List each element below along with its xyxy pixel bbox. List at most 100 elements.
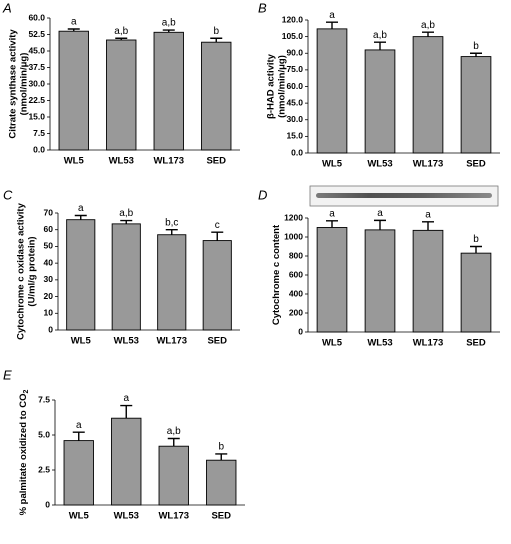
y-axis-label-line: Cytochrome c content <box>271 224 282 325</box>
bar <box>364 229 396 333</box>
bar <box>316 227 348 333</box>
y-tick-label: 5.0 <box>38 429 50 439</box>
significance-letter: a <box>71 17 77 28</box>
y-axis-label-line: Citrate synthase activity <box>7 29 18 139</box>
x-tick-label: WL53 <box>114 336 139 347</box>
x-tick-label: WL5 <box>322 338 343 349</box>
bar <box>412 36 444 154</box>
y-axis-label: Citrate synthase activity(nmol/min/μg) <box>7 29 29 139</box>
error-bar <box>74 214 87 220</box>
y-axis-label-line: (nmol/min/μg) <box>276 55 287 118</box>
x-tick-label: SED <box>466 338 486 349</box>
y-tick-label: 60 <box>44 224 54 234</box>
y-tick-label: 7.5 <box>33 128 45 138</box>
y-tick-label: 45.0 <box>28 45 45 55</box>
error-bar <box>165 229 178 235</box>
x-tick-label: WL53 <box>367 338 392 349</box>
error-bar <box>72 431 85 441</box>
significance-letter: b <box>218 442 224 453</box>
bar <box>364 49 396 154</box>
significance-letter: c <box>215 220 220 231</box>
y-axis-label-line: % palmitate oxidized to CO <box>18 393 29 515</box>
x-tick-label: WL53 <box>109 156 134 167</box>
y-tick-label: 105.0 <box>282 31 304 41</box>
bar <box>158 445 189 506</box>
error-bar <box>162 29 175 33</box>
error-bar <box>326 220 338 228</box>
y-tick-label: 70 <box>44 207 54 217</box>
error-bar <box>210 37 223 43</box>
significance-letter: a,b <box>421 20 435 31</box>
x-tick-label: SED <box>206 156 226 167</box>
error-bar <box>374 219 386 230</box>
significance-letter: a,b <box>373 30 387 41</box>
y-tick-label: 120.0 <box>282 14 304 24</box>
y-axis-label-line: β-HAD activity <box>265 53 276 119</box>
bar <box>201 41 232 151</box>
y-axis-label: Cytochrome c content <box>271 224 282 325</box>
x-tick-label: WL5 <box>69 511 90 522</box>
panel-label: B <box>258 0 267 15</box>
y-tick-label: 15.0 <box>286 131 303 141</box>
significance-letter: a,b <box>167 426 181 437</box>
bar <box>111 417 142 506</box>
y-tick-label: 0 <box>48 324 53 334</box>
y-tick-label: 30.0 <box>286 114 303 124</box>
y-tick-label: 30.0 <box>28 78 45 88</box>
y-tick-label: 400 <box>289 288 303 298</box>
y-tick-label: 800 <box>289 250 303 260</box>
y-tick-label: 7.5 <box>38 394 50 404</box>
y-tick-label: 1000 <box>284 231 303 241</box>
significance-letter: b <box>213 26 219 37</box>
bar <box>206 459 237 506</box>
bar <box>153 31 184 151</box>
significance-letter: a <box>78 203 84 214</box>
x-tick-label: WL53 <box>114 511 139 522</box>
y-tick-label: 90.0 <box>286 48 303 58</box>
significance-letter: a <box>123 393 129 404</box>
error-bar <box>120 404 133 419</box>
significance-letter: a,b <box>162 18 176 29</box>
y-tick-label: 52.5 <box>28 29 45 39</box>
y-tick-label: 200 <box>289 307 303 317</box>
bar <box>106 39 137 151</box>
y-axis-label: % palmitate oxidized to CO2 <box>18 389 30 515</box>
error-bar <box>167 437 180 447</box>
bar <box>157 234 187 331</box>
x-tick-label: WL5 <box>64 156 85 167</box>
x-tick-label: WL5 <box>71 336 92 347</box>
bar <box>316 28 348 154</box>
y-tick-label: 75.0 <box>286 64 303 74</box>
x-tick-label: SED <box>466 159 486 170</box>
bar <box>460 252 492 333</box>
y-tick-label: 0.0 <box>291 147 303 157</box>
significance-letter: a <box>329 10 335 21</box>
y-tick-label: 40 <box>44 257 54 267</box>
error-bar <box>115 37 128 40</box>
error-bar <box>374 41 386 50</box>
bar <box>412 229 444 333</box>
bar <box>63 440 94 506</box>
x-tick-label: WL173 <box>158 511 189 522</box>
error-bar <box>326 21 338 29</box>
x-tick-label: SED <box>211 511 231 522</box>
y-tick-label: 37.5 <box>28 62 45 72</box>
significance-letter: b <box>473 234 479 245</box>
error-bar <box>422 31 434 37</box>
panel-label: E <box>3 367 12 382</box>
significance-letter: b,c <box>165 217 178 228</box>
x-tick-label: WL53 <box>367 159 392 170</box>
y-tick-label: 1200 <box>284 212 303 222</box>
bar <box>58 30 89 151</box>
y-tick-label: 0 <box>298 326 303 336</box>
bar <box>460 56 492 154</box>
significance-letter: b <box>473 41 479 52</box>
significance-letter: a <box>377 208 383 219</box>
x-tick-label: WL5 <box>322 159 343 170</box>
x-tick-label: WL173 <box>153 156 184 167</box>
y-tick-label: 20 <box>44 291 54 301</box>
x-tick-label: WL173 <box>413 338 444 349</box>
y-tick-label: 30 <box>44 274 54 284</box>
y-axis-label-line: (U/ml/g protein) <box>26 236 37 306</box>
